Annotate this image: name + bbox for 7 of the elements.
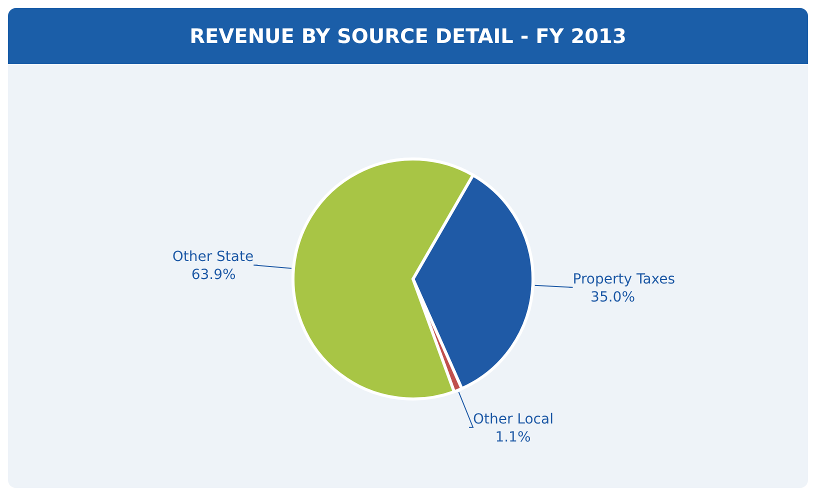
data-label: 1.1% (495, 429, 531, 446)
data-label: 35.0% (590, 289, 636, 306)
slice-label: Other Local (472, 411, 554, 428)
slice-label: Property Taxes (572, 271, 676, 288)
slice-label: Other State (172, 249, 254, 266)
data-label: 63.9% (191, 267, 236, 284)
chart-title: REVENUE BY SOURCE DETAIL - FY 2013 (8, 8, 808, 64)
